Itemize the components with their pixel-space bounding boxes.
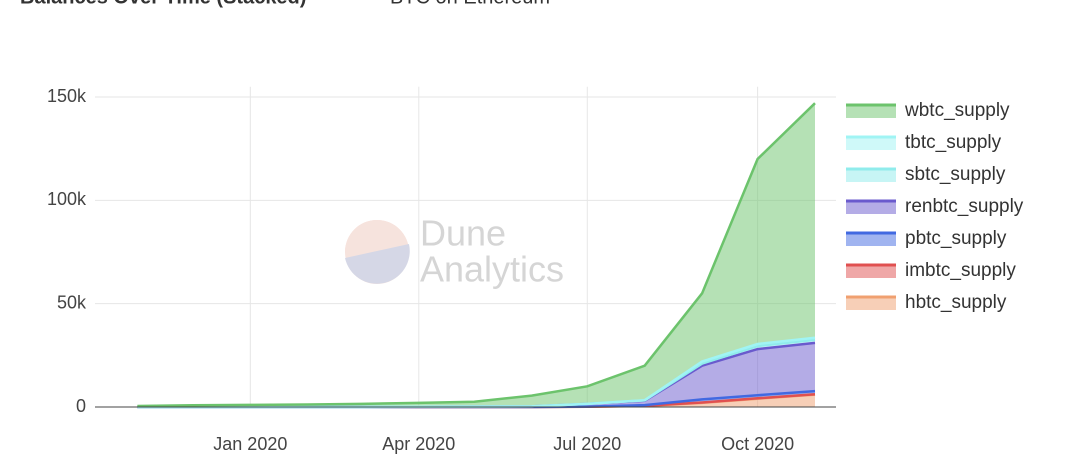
y-tick-label: 50k: [57, 292, 87, 312]
watermark: Dune Analytics: [345, 213, 564, 290]
legend-swatch: [846, 136, 896, 150]
y-tick-label: 0: [76, 396, 86, 416]
watermark-logo: [345, 220, 409, 284]
legend-label: pbtc_supply: [905, 228, 1007, 249]
legend-swatch: [846, 104, 896, 118]
y-tick-label: 150k: [47, 86, 87, 106]
x-tick-label: Oct 2020: [721, 434, 794, 454]
legend-swatch: [846, 232, 896, 246]
legend-label: renbtc_supply: [905, 196, 1024, 217]
legend-label: hbtc_supply: [905, 292, 1007, 313]
legend: wbtc_supply tbtc_supply sbtc_supply renbtc_…: [846, 100, 1024, 313]
legend-label: imbtc_supply: [905, 260, 1016, 281]
x-tick-label: Apr 2020: [382, 434, 455, 454]
legend-label: wbtc_supply: [904, 100, 1010, 121]
legend-label: sbtc_supply: [905, 164, 1006, 185]
chart-title: Balances Over Time (Stacked): [20, 0, 306, 8]
legend-swatch: [846, 200, 896, 214]
y-tick-label: 100k: [47, 189, 87, 209]
x-tick-label: Jan 2020: [213, 434, 287, 454]
x-tick-label: Jul 2020: [553, 434, 621, 454]
legend-swatch: [846, 264, 896, 278]
area: [137, 394, 815, 407]
legend-swatch: [846, 168, 896, 182]
watermark-text: Analytics: [420, 249, 564, 290]
chart-subtitle: BTC on Ethereum: [390, 0, 550, 8]
legend-swatch: [846, 296, 896, 310]
areas: [137, 103, 815, 407]
watermark-logo: [345, 220, 409, 252]
watermark-logo: [345, 244, 410, 284]
line: [137, 102, 816, 408]
legend-label: tbtc_supply: [905, 132, 1002, 153]
watermark-text: Dune: [420, 213, 506, 254]
